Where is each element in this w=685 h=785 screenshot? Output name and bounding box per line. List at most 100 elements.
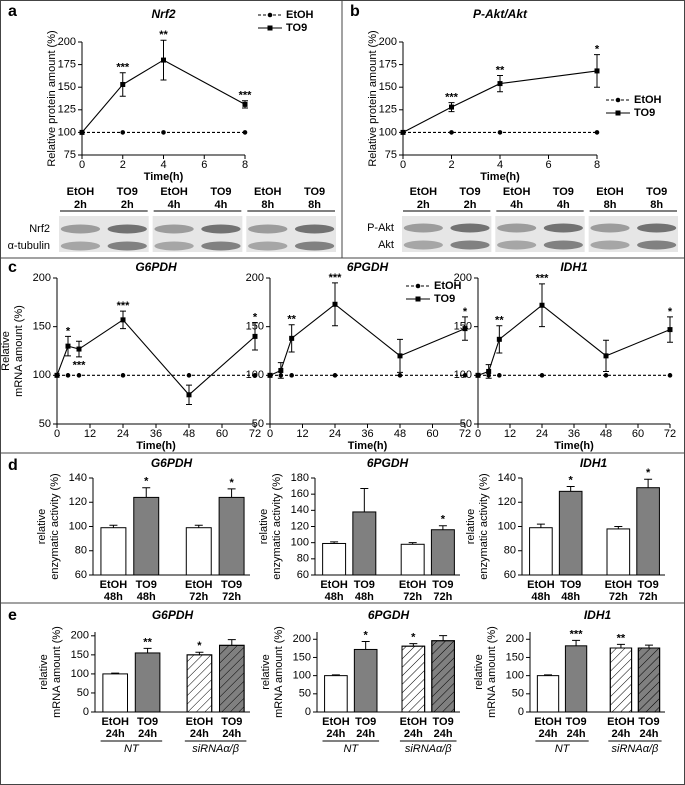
marker [76,373,82,378]
panel-label: b [350,3,360,20]
y-axis-label: mRNA amount (%) [13,305,25,397]
bar [400,543,425,576]
x-tick-label: 48h [137,591,156,603]
group-label: NT [555,743,571,755]
series-line [402,70,598,133]
y-tick-label: 200 [33,272,51,284]
x-tick-label: 24h [567,728,586,740]
marker [186,373,192,378]
error-bar [536,523,545,528]
marker [400,129,406,135]
group-label: siRNAα/β [192,743,239,755]
panel-label: e [8,607,17,624]
x-tick-label: TO9 [638,716,659,728]
y-tick-label: 60 [75,569,87,581]
y-tick-label: 140 [291,504,309,516]
y-axis-label: Relative protein amount (%) [367,30,379,166]
x-tick-label: 72 [664,428,676,440]
y-tick-label: 50 [77,687,89,699]
lane-label: 4h [557,199,570,211]
marker [332,301,338,307]
band [590,223,630,233]
series-line [56,319,256,396]
significance: *** [116,62,130,74]
marker [397,353,403,359]
marker [497,373,502,378]
x-tick-label: 24h [106,728,125,740]
y-tick-label: 100 [33,369,51,381]
row-label: Nrf2 [29,223,50,235]
x-tick-label: 60 [632,428,644,440]
band [60,241,101,251]
marker [161,130,166,135]
y-tick-label: 175 [58,59,76,71]
marker [120,130,126,135]
marker [539,373,545,378]
marker [449,104,454,110]
bar [134,652,161,713]
marker [667,373,673,378]
x-tick-label: TO9 [221,579,242,591]
marker [539,302,545,308]
significance: ** [287,314,296,326]
marker [462,373,468,378]
x-tick-label: TO9 [221,716,242,728]
x-tick-label: 24h [539,728,558,740]
marker [332,373,338,378]
chart-title: 6PGDH [368,608,410,622]
marker [594,68,600,74]
x-tick-label: 12 [84,428,96,440]
band [154,241,194,251]
marker [415,296,421,302]
legend-label: EtOH [434,280,462,292]
x-tick-label: 0 [267,428,273,440]
significance: * [66,325,71,337]
y-tick-label: 125 [58,104,76,116]
y-tick-label: 150 [33,321,51,333]
marker [186,392,192,398]
x-tick-label: 8 [242,159,248,171]
y-axis-label: relative [465,509,477,544]
error-bar [361,640,370,650]
x-tick-label: 6 [545,159,551,171]
lane-label: EtOH [596,186,624,198]
y-tick-label: 50 [512,688,524,700]
lane-label: TO9 [646,186,667,198]
x-axis-label: Time(h) [136,440,176,452]
y-tick-label: 200 [454,272,472,284]
lane-label: 2h [121,199,134,211]
bar [102,673,129,713]
legend-label: TO9 [434,293,455,305]
bar [606,528,631,576]
bar [558,490,583,576]
x-tick-label: 72 [459,428,471,440]
y-tick-label: 120 [498,496,516,508]
x-tick-label: EtOH [527,579,555,591]
x-tick-label: 36 [361,428,373,440]
x-tick-label: 24h [639,728,658,740]
y-tick-label: 100 [379,126,397,138]
y-axis-label: relative [38,654,50,689]
x-tick-label: 24 [329,428,341,440]
x-tick-label: 36 [150,428,162,440]
significance: *** [239,90,253,102]
x-tick-label: EtOH [400,716,428,728]
y-tick-label: 150 [506,651,524,663]
x-tick-label: EtOH [185,579,213,591]
y-tick-label: 60 [297,569,309,581]
y-axis-label: relative [473,654,485,689]
x-axis-label: Time(h) [348,440,388,452]
band [201,224,241,234]
x-tick-label: 48 [600,428,612,440]
panel-label: c [8,259,17,276]
x-tick-label: EtOH [101,716,129,728]
chart-title: G6PDH [135,260,177,274]
significance: ** [143,636,152,648]
band [590,240,630,250]
marker [289,335,295,341]
marker [497,81,503,87]
band [248,241,288,251]
y-tick-label: 150 [71,649,89,661]
marker [76,346,82,352]
bar [352,511,377,576]
